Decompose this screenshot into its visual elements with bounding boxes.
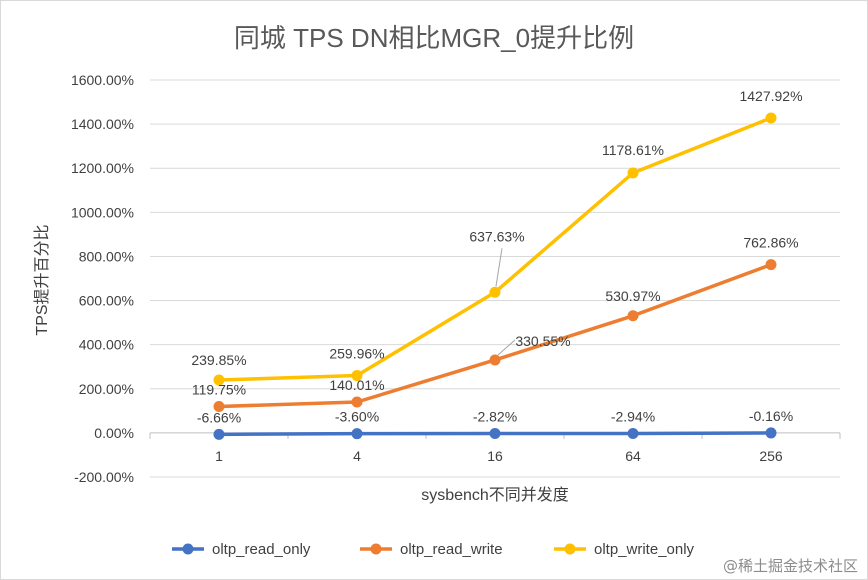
y-tick-label: 0.00% [94,425,134,441]
series-oltp_write_only [213,112,777,386]
y-tick-label: 600.00% [79,293,134,309]
data-point [213,428,225,440]
y-tick-label: 400.00% [79,337,134,353]
data-point [489,286,501,298]
x-tick-label: 64 [625,448,641,464]
legend-label: oltp_write_only [594,541,695,558]
data-point [765,427,777,439]
watermark-text: @稀土掘金技术社区 [723,557,858,575]
x-tick-label: 16 [487,448,503,464]
data-label: -0.16% [749,408,793,424]
data-point [489,354,501,366]
y-tick-label: 1000.00% [71,204,134,220]
y-tick-label: 1600.00% [71,72,134,88]
data-label: -3.60% [335,409,379,425]
data-point [351,428,363,440]
chart-title: 同城 TPS DN相比MGR_0提升比例 [234,23,634,53]
data-label: 637.63% [469,228,524,244]
leader-line [497,339,516,356]
y-axis-ticks: -200.00% 0.00% 200.00% 400.00% 600.00% 800.00… [71,72,134,485]
data-point [627,428,639,440]
legend-item-oltp_read_only: oltp_read_only [172,541,311,558]
data-label: 239.85% [191,352,246,368]
series-line [218,116,772,382]
legend-label: oltp_read_write [400,541,503,558]
legend-label: oltp_read_only [212,541,311,558]
data-label: -6.66% [197,409,241,425]
legend: oltp_read_only oltp_read_write oltp_write_… [172,541,695,558]
y-tick-label: 1400.00% [71,116,134,132]
x-tick-label: 256 [759,448,783,464]
data-label: -2.82% [473,409,517,425]
data-label: 119.75% [192,381,246,397]
y-tick-label: 200.00% [79,381,134,397]
legend-swatch-marker [564,543,576,555]
data-label: 1178.61% [602,142,664,158]
x-tick-label: 4 [353,448,361,464]
data-label: 140.01% [329,377,384,393]
y-tick-label: 800.00% [79,248,134,264]
legend-swatch-marker [182,543,194,555]
legend-item-oltp_write_only: oltp_write_only [554,541,695,558]
data-point [351,396,363,408]
y-axis-title: TPS提升百分比 [33,224,51,335]
data-point [489,428,501,440]
legend-swatch-marker [370,543,382,555]
series-lines [213,112,777,440]
data-labels: -6.66% -3.60% -2.82% -2.94% -0.16% 119.75% 140… [191,88,802,425]
x-axis-ticks: 1 4 16 64 256 [149,432,841,464]
y-tick-label: -200.00% [74,469,134,485]
data-point [765,112,777,124]
data-label: 762.86% [743,235,798,251]
data-label: 330.55% [515,333,570,349]
y-tick-label: 1200.00% [71,160,134,176]
legend-item-oltp_read_write: oltp_read_write [360,541,503,558]
data-label: 259.96% [329,346,384,362]
data-label: 1427.92% [739,88,802,104]
data-point [213,374,225,386]
data-point [627,310,639,322]
x-axis-title: sysbench不同并发度 [421,486,569,504]
x-tick-label: 1 [215,448,223,464]
data-point [627,167,639,179]
data-label: -2.94% [611,409,655,425]
series-line [218,262,772,409]
data-label: 530.97% [605,288,660,304]
label-leader-lines [495,248,516,356]
leader-line [495,248,503,287]
data-point [213,400,225,412]
data-point [351,370,363,382]
series-oltp_read_write [213,259,777,412]
series-oltp_read_only [213,427,777,440]
data-point [765,259,777,271]
